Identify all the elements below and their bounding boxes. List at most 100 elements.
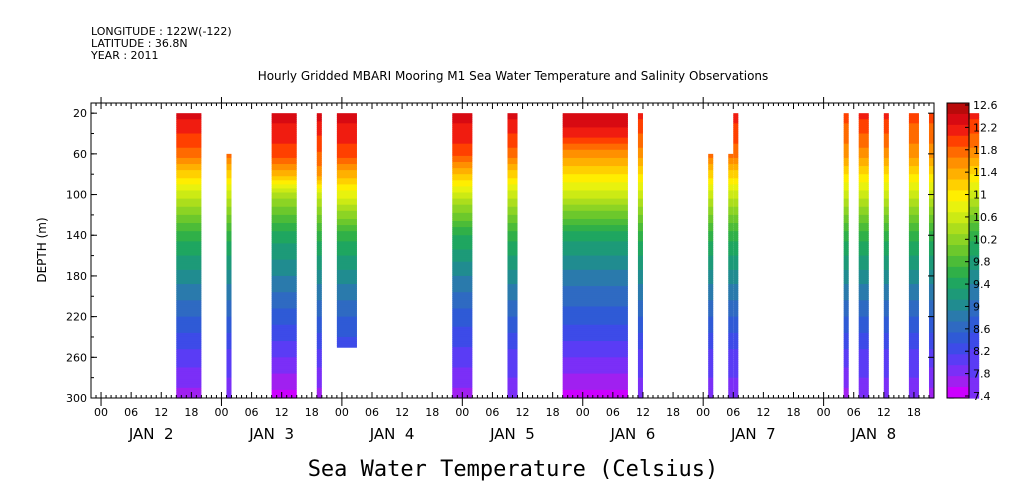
data-cell <box>507 341 518 344</box>
data-cell <box>708 389 714 393</box>
data-cell <box>708 387 714 391</box>
data-cell <box>176 178 202 181</box>
data-cell <box>883 198 889 202</box>
x-tick-label: 06 <box>245 406 259 419</box>
colorbar-swatch <box>947 113 969 126</box>
data-cell <box>969 389 980 393</box>
data-cell <box>226 190 232 194</box>
data-cell <box>858 208 869 212</box>
data-cell <box>858 255 869 259</box>
data-cell <box>928 229 934 232</box>
data-cell <box>507 196 518 200</box>
data-cell <box>858 389 869 393</box>
data-cell <box>883 269 889 273</box>
data-cell <box>507 277 518 281</box>
data-cell <box>883 290 889 293</box>
data-cell <box>883 208 889 212</box>
data-cell <box>226 229 232 232</box>
data-cell <box>928 361 934 365</box>
data-cell <box>843 119 849 122</box>
data-cell <box>708 168 714 171</box>
data-cell <box>969 137 980 141</box>
data-cell <box>908 339 919 342</box>
data-cell <box>271 312 297 316</box>
data-cell <box>858 326 869 330</box>
data-cell <box>271 326 297 330</box>
data-cell <box>452 336 473 340</box>
data-cell <box>176 336 202 340</box>
data-cell <box>637 284 643 287</box>
data-cell <box>908 184 919 188</box>
data-cell <box>226 188 232 192</box>
data-cell <box>226 241 232 244</box>
data-cell <box>969 292 980 295</box>
data-cell <box>176 135 202 139</box>
data-cell <box>908 345 919 348</box>
data-cell <box>452 210 473 214</box>
data-cell <box>316 365 322 369</box>
data-cell <box>176 280 202 283</box>
data-cell <box>637 261 643 265</box>
data-cell <box>728 223 734 226</box>
data-cell <box>883 277 889 281</box>
data-cell <box>562 365 628 369</box>
data-cell <box>507 182 518 185</box>
data-cell <box>733 159 739 163</box>
data-cell <box>507 135 518 139</box>
data-cell <box>843 391 849 395</box>
data-cell <box>271 322 297 326</box>
data-cell <box>708 296 714 299</box>
data-cell <box>858 269 869 273</box>
data-cell <box>452 225 473 228</box>
data-cell <box>908 324 919 328</box>
data-cell <box>316 347 322 350</box>
data-cell <box>637 383 643 387</box>
data-cell <box>271 334 297 338</box>
data-cell <box>908 125 919 129</box>
data-cell <box>728 174 734 177</box>
data-cell <box>843 365 849 369</box>
data-cell <box>883 157 889 161</box>
data-cell <box>452 349 473 352</box>
data-cell <box>271 178 297 181</box>
data-cell <box>883 393 889 397</box>
data-cell <box>271 339 297 342</box>
data-cell <box>507 257 518 261</box>
data-cell <box>637 170 643 173</box>
data-cell <box>728 316 734 320</box>
data-cell <box>226 300 232 303</box>
data-cell <box>271 194 297 198</box>
data-cell <box>452 174 473 177</box>
data-cell <box>271 324 297 328</box>
data-cell <box>908 157 919 161</box>
data-cell <box>316 330 322 334</box>
data-cell <box>708 206 714 210</box>
data-cell <box>226 227 232 230</box>
data-cell <box>226 357 232 360</box>
data-cell <box>733 361 739 365</box>
data-cell <box>226 373 232 377</box>
data-cell <box>452 149 473 153</box>
data-cell <box>316 336 322 340</box>
data-cell <box>316 355 322 358</box>
data-cell <box>316 139 322 143</box>
data-cell <box>733 212 739 216</box>
data-cell <box>316 286 322 289</box>
data-cell <box>858 221 869 224</box>
data-cell <box>507 389 518 393</box>
data-cell <box>637 125 643 129</box>
data-cell <box>316 194 322 198</box>
colorbar-tick-label: 11 <box>973 189 987 202</box>
data-cell <box>176 157 202 161</box>
data-cell <box>316 387 322 391</box>
data-cell <box>452 290 473 293</box>
data-cell <box>316 257 322 261</box>
data-cell <box>928 339 934 342</box>
data-cell <box>708 210 714 214</box>
data-cell <box>271 137 297 141</box>
data-cell <box>969 385 980 389</box>
data-cell <box>316 237 322 240</box>
data-cell <box>452 273 473 277</box>
data-cell <box>858 141 869 145</box>
data-cell <box>843 127 849 131</box>
